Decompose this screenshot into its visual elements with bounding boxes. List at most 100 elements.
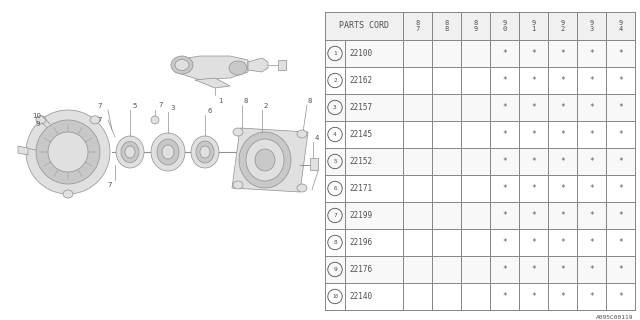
Bar — [325, 94, 345, 121]
Text: 9
3: 9 3 — [589, 20, 594, 32]
Text: *: * — [502, 130, 507, 139]
Text: *: * — [502, 265, 507, 274]
Bar — [403, 256, 432, 283]
Bar — [325, 283, 345, 310]
Bar — [548, 229, 577, 256]
Bar — [461, 67, 490, 94]
Bar — [519, 175, 548, 202]
Text: *: * — [560, 76, 565, 85]
Text: *: * — [531, 76, 536, 85]
Bar — [577, 256, 606, 283]
Ellipse shape — [297, 184, 307, 192]
Bar — [325, 12, 635, 40]
Bar — [345, 40, 403, 67]
Ellipse shape — [200, 146, 210, 158]
Text: 22140: 22140 — [349, 292, 372, 301]
Bar — [432, 283, 461, 310]
Bar — [403, 67, 432, 94]
Text: *: * — [531, 211, 536, 220]
Bar — [403, 175, 432, 202]
Bar — [577, 202, 606, 229]
Text: 5: 5 — [132, 103, 136, 109]
Bar — [461, 12, 490, 40]
Bar — [548, 256, 577, 283]
Bar — [325, 175, 345, 202]
Text: 8: 8 — [244, 98, 248, 104]
Ellipse shape — [151, 116, 159, 124]
Bar — [519, 148, 548, 175]
Text: 9: 9 — [35, 121, 40, 127]
Bar — [519, 67, 548, 94]
Text: *: * — [560, 49, 565, 58]
Text: *: * — [560, 211, 565, 220]
Bar — [325, 40, 635, 67]
Bar — [548, 202, 577, 229]
Ellipse shape — [239, 132, 291, 188]
Bar — [577, 40, 606, 67]
Bar — [403, 94, 432, 121]
Bar — [325, 202, 345, 229]
Text: *: * — [560, 184, 565, 193]
Text: 9: 9 — [333, 267, 337, 272]
Ellipse shape — [162, 145, 174, 159]
Bar — [606, 283, 635, 310]
Text: 4: 4 — [333, 132, 337, 137]
Bar — [461, 202, 490, 229]
Text: *: * — [531, 238, 536, 247]
Bar — [461, 148, 490, 175]
Bar — [490, 40, 519, 67]
Ellipse shape — [196, 141, 214, 163]
Bar — [345, 148, 403, 175]
Text: *: * — [589, 265, 594, 274]
Text: 22162: 22162 — [349, 76, 372, 85]
Ellipse shape — [157, 139, 179, 165]
Bar — [606, 202, 635, 229]
Text: 8: 8 — [308, 98, 312, 104]
Text: *: * — [502, 103, 507, 112]
Bar — [403, 12, 432, 40]
Bar — [403, 202, 432, 229]
Ellipse shape — [48, 132, 88, 172]
Ellipse shape — [125, 146, 135, 158]
Polygon shape — [18, 146, 28, 155]
Bar — [432, 12, 461, 40]
Bar — [577, 229, 606, 256]
Ellipse shape — [121, 141, 139, 163]
Text: *: * — [560, 238, 565, 247]
Polygon shape — [195, 78, 230, 88]
Text: *: * — [560, 103, 565, 112]
Text: *: * — [589, 49, 594, 58]
Polygon shape — [310, 158, 318, 170]
Bar — [432, 67, 461, 94]
Ellipse shape — [233, 128, 243, 136]
Bar — [403, 283, 432, 310]
Bar — [577, 94, 606, 121]
Bar — [325, 229, 345, 256]
Bar — [490, 148, 519, 175]
Text: *: * — [589, 292, 594, 301]
Bar — [432, 175, 461, 202]
Bar — [606, 148, 635, 175]
Bar — [345, 202, 403, 229]
Text: *: * — [502, 238, 507, 247]
Text: 1: 1 — [218, 98, 223, 104]
Text: *: * — [531, 265, 536, 274]
Text: *: * — [502, 76, 507, 85]
Bar — [345, 283, 403, 310]
Text: *: * — [531, 130, 536, 139]
Text: *: * — [618, 76, 623, 85]
Bar — [403, 229, 432, 256]
Bar — [606, 94, 635, 121]
Text: 9
1: 9 1 — [531, 20, 536, 32]
Text: *: * — [560, 157, 565, 166]
Bar — [490, 256, 519, 283]
Bar — [325, 94, 635, 121]
Text: *: * — [618, 184, 623, 193]
Text: 2: 2 — [333, 78, 337, 83]
Text: *: * — [531, 292, 536, 301]
Ellipse shape — [36, 116, 46, 124]
Bar — [606, 256, 635, 283]
Ellipse shape — [255, 149, 275, 171]
Ellipse shape — [191, 136, 219, 168]
Bar — [325, 12, 403, 40]
